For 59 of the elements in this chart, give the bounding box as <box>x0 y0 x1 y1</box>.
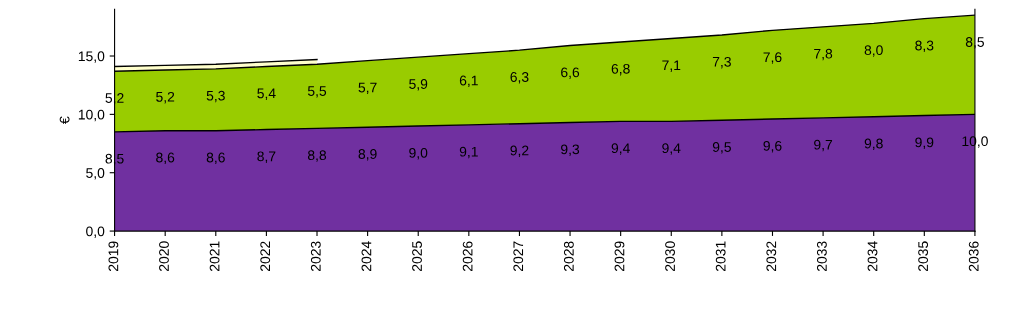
data-label: 9,3 <box>561 144 580 156</box>
data-label: 7,6 <box>763 52 782 64</box>
y-tick-label: 10,0 <box>78 109 105 122</box>
data-label: 6,3 <box>510 72 529 84</box>
data-label: 9,7 <box>814 139 833 152</box>
x-tick-label: 2034 <box>867 241 878 271</box>
data-label: 6,6 <box>561 67 580 79</box>
x-tick-label: 2032 <box>766 241 777 271</box>
x-tick-label: 2036 <box>968 241 979 271</box>
data-label: 8,0 <box>864 45 883 57</box>
data-label: 7,1 <box>662 60 681 72</box>
data-label: 6,1 <box>459 75 478 88</box>
data-label: 8,8 <box>307 150 327 162</box>
y-tick-label: 5,0 <box>86 168 105 180</box>
data-label: 9,8 <box>864 138 883 151</box>
data-label: 9,6 <box>763 140 782 153</box>
x-tick-label: 2022 <box>260 241 271 271</box>
data-label: 5,3 <box>206 90 225 103</box>
data-label: 8,9 <box>358 149 377 161</box>
data-label: 8,6 <box>156 152 175 165</box>
data-label: 5,2 <box>105 93 124 105</box>
data-label: 9,4 <box>662 143 681 155</box>
x-tick-label: 2030 <box>665 241 675 271</box>
x-tick-label: 2025 <box>412 241 422 271</box>
x-tick-label: 2033 <box>816 241 827 271</box>
data-label: 8,6 <box>206 152 225 165</box>
data-label: 5,2 <box>156 91 175 104</box>
x-tick-label: 2026 <box>462 241 473 271</box>
data-label: 7,8 <box>814 48 833 61</box>
data-label: 8,5 <box>965 37 984 49</box>
data-label: 9,1 <box>459 146 478 159</box>
data-label: 9,4 <box>611 143 630 155</box>
x-tick-label: 2028 <box>563 241 574 271</box>
data-label: 9,5 <box>712 142 731 154</box>
x-tick-label: 2019 <box>108 241 119 271</box>
data-label: 5,4 <box>257 88 276 100</box>
data-label: 8,3 <box>915 40 934 53</box>
x-tick-label: 2029 <box>614 241 625 271</box>
data-label: 9,9 <box>915 137 934 149</box>
data-label: 7,3 <box>712 56 731 69</box>
x-tick-label: 2024 <box>361 241 372 271</box>
data-label: 8,7 <box>257 151 276 163</box>
data-label: 9,0 <box>409 147 428 160</box>
x-tick-label: 2031 <box>715 241 726 271</box>
data-label: 6,8 <box>611 63 630 76</box>
data-label: 5,9 <box>409 79 428 91</box>
x-tick-label: 2023 <box>310 241 321 271</box>
data-label: 10,0 <box>962 136 988 148</box>
data-label: 8,5 <box>105 153 124 166</box>
data-label: 5,5 <box>307 86 327 98</box>
x-tick-label: 2035 <box>918 241 929 271</box>
y-tick-label: 15,0 <box>78 51 105 63</box>
y-axis-title: € <box>59 116 70 124</box>
data-label: 9,2 <box>510 145 529 158</box>
x-tick-label: 2027 <box>513 241 524 271</box>
data-label: 5,7 <box>358 82 377 95</box>
x-tick-label: 2021 <box>209 241 220 271</box>
y-tick-label: 0,0 <box>86 226 105 238</box>
x-tick-label: 2020 <box>159 241 169 271</box>
